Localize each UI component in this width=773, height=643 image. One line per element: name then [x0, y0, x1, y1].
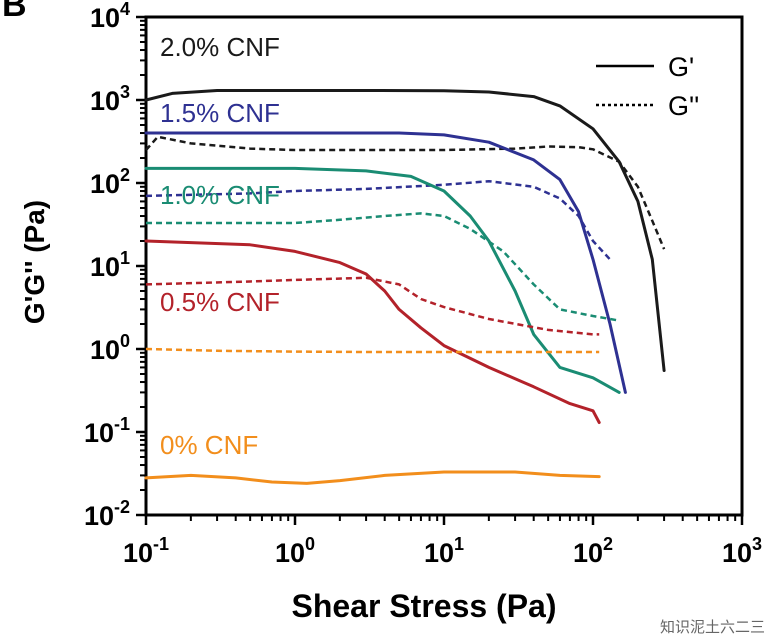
series-annotation: 1.0% CNF	[160, 180, 280, 210]
x-tick-label: 101	[424, 534, 464, 568]
series-0-5-cnf-g-double-prime-line	[145, 276, 600, 336]
x-axis-title: Shear Stress (Pa)	[291, 588, 556, 624]
series-annotation: 0.5% CNF	[160, 287, 280, 317]
series-annotation: 0% CNF	[160, 430, 258, 460]
panel-label: B	[2, 0, 27, 24]
x-tick-label: 10-1	[123, 534, 169, 568]
series-0-5-cnf-g-prime-line	[144, 239, 601, 424]
series-1-5-cnf-g-prime-line	[144, 131, 627, 394]
y-tick-label: 102	[90, 165, 130, 199]
legend-label: G''	[668, 91, 699, 121]
y-tick-label: 100	[90, 331, 130, 365]
x-tick-label: 102	[573, 534, 613, 568]
series-2-0-cnf-g-double-prime-line	[145, 135, 666, 250]
y-tick-label: 10-2	[84, 497, 130, 531]
series-0-cnf-g-prime-line	[144, 470, 601, 485]
annotations: 2.0% CNF 1.5% CNF 1.0% CNF 0.5% CNF 0% CNF	[160, 32, 280, 460]
legend: G' G''	[596, 52, 699, 121]
watermark: 知识泥土六二三	[659, 618, 765, 636]
x-tick-label: 100	[275, 534, 315, 568]
legend-label: G'	[668, 52, 694, 82]
y-tick-label: 103	[90, 82, 130, 116]
x-tick-label: 103	[722, 534, 762, 568]
series-1-0-cnf-g-prime-line	[144, 166, 621, 394]
axes: 10-1 100 101 102 10310-210-1100101102103104S…	[19, 0, 762, 624]
series-lines	[144, 89, 666, 485]
y-tick-label: 104	[90, 0, 130, 33]
series-annotation: 2.0% CNF	[160, 32, 280, 62]
series-2-0-cnf-g-prime-line	[144, 89, 666, 372]
y-tick-label: 101	[90, 248, 130, 282]
series-annotation: 1.5% CNF	[160, 98, 280, 128]
series-0-cnf-g-double-prime-line	[145, 347, 600, 354]
y-axis-title: G'G'' (Pa)	[19, 200, 50, 324]
y-tick-label: 10-1	[84, 414, 130, 448]
